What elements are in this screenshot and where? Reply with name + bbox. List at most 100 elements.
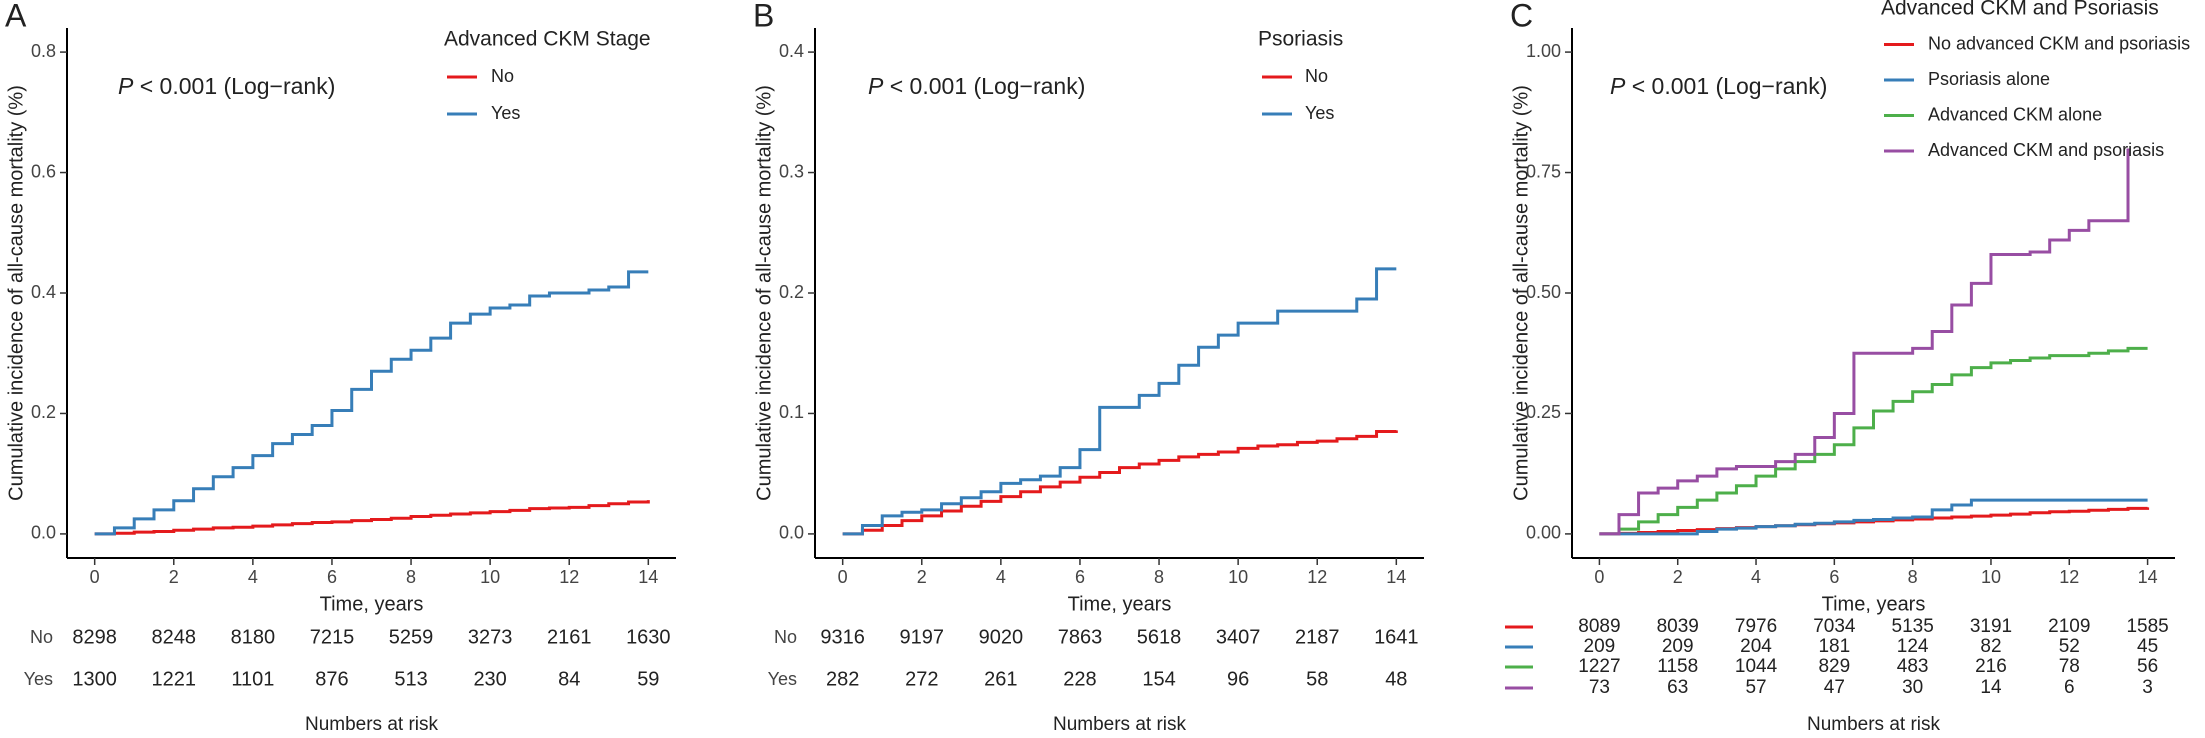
km-curve: [94, 270, 649, 536]
legend-label: Psoriasis alone: [1928, 69, 2050, 89]
y-tick-label: 0.2: [779, 282, 804, 302]
risk-number: 3407: [1216, 626, 1261, 648]
y-tick-label: 0.3: [779, 161, 804, 181]
x-tick-label: 4: [996, 567, 1006, 587]
x-tick-label: 8: [1154, 567, 1164, 587]
y-tick-label: 0.0: [779, 523, 804, 543]
risk-number: 3273: [468, 626, 513, 648]
x-tick-label: 8: [1908, 567, 1918, 587]
risk-number: 282: [826, 668, 859, 690]
risk-number: 6: [2064, 677, 2075, 698]
y-axis-label: Cumulative incidence of all-cause mortal…: [753, 85, 775, 501]
km-curve: [1599, 498, 2148, 536]
panel-label: A: [5, 0, 27, 33]
x-axis-label: Time, years: [320, 593, 424, 615]
y-tick-label: 0.00: [1526, 523, 1561, 543]
risk-number: 78: [2059, 656, 2080, 677]
x-axis-label: Time, years: [1068, 593, 1172, 615]
x-tick-label: 6: [1829, 567, 1839, 587]
x-tick-label: 8: [406, 567, 416, 587]
risk-number: 272: [905, 668, 938, 690]
y-tick-label: 0.25: [1526, 402, 1561, 422]
risk-row-label: No: [774, 627, 797, 647]
x-tick-label: 14: [1386, 567, 1406, 587]
risk-table-title: Numbers at risk: [1053, 714, 1187, 735]
risk-number: 59: [637, 668, 659, 690]
risk-number: 48: [1385, 668, 1407, 690]
x-tick-label: 0: [838, 567, 848, 587]
risk-row-label: Yes: [24, 669, 53, 689]
risk-number: 8089: [1578, 616, 1620, 637]
legend-label: No: [1305, 66, 1328, 86]
y-axis-label: Cumulative incidence of all-cause mortal…: [5, 85, 27, 501]
risk-number: 57: [1745, 677, 1766, 698]
legend-label: Advanced CKM alone: [1928, 104, 2102, 124]
risk-number: 1101: [231, 668, 274, 690]
risk-row-label: Yes: [768, 669, 797, 689]
risk-number: 209: [1584, 636, 1616, 657]
risk-number: 261: [984, 668, 1017, 690]
x-tick-label: 2: [1673, 567, 1683, 587]
x-tick-label: 2: [169, 567, 179, 587]
risk-number: 1630: [626, 626, 671, 648]
risk-number: 1641: [1374, 626, 1419, 648]
y-tick-label: 0.0: [31, 523, 56, 543]
y-axis-label: Cumulative incidence of all-cause mortal…: [1510, 85, 1532, 501]
legend-title: Advanced CKM Stage: [444, 28, 651, 51]
km-curve: [94, 500, 650, 536]
risk-number: 96: [1227, 668, 1249, 690]
x-tick-label: 2: [917, 567, 927, 587]
risk-number: 1227: [1578, 656, 1620, 677]
risk-number: 829: [1818, 656, 1850, 677]
legend-title: Advanced CKM and Psoriasis: [1881, 0, 2159, 20]
y-tick-label: 0.1: [779, 402, 804, 422]
risk-number: 876: [315, 668, 348, 690]
x-tick-label: 14: [638, 567, 658, 587]
risk-number: 58: [1306, 668, 1328, 690]
risk-table-title: Numbers at risk: [305, 714, 439, 735]
risk-row-label: No: [30, 627, 53, 647]
x-tick-label: 12: [559, 567, 579, 587]
y-tick-label: 0.4: [31, 282, 56, 302]
risk-number: 1221: [152, 668, 197, 690]
risk-number: 47: [1824, 677, 1845, 698]
risk-number: 181: [1818, 636, 1850, 657]
annotation-text: < 0.001 (Log−rank): [133, 73, 335, 99]
risk-number: 8248: [152, 626, 197, 648]
risk-number: 2161: [547, 626, 592, 648]
risk-number: 63: [1667, 677, 1688, 698]
risk-number: 14: [1980, 677, 2002, 698]
annotation: P < 0.001 (Log−rank): [1610, 73, 1827, 99]
risk-number: 7863: [1058, 626, 1103, 648]
x-tick-label: 0: [1594, 567, 1604, 587]
risk-number: 230: [473, 668, 506, 690]
y-tick-label: 0.4: [779, 41, 804, 61]
risk-number: 2187: [1295, 626, 1340, 648]
y-tick-label: 0.2: [31, 402, 56, 422]
risk-number: 483: [1897, 656, 1929, 677]
risk-number: 30: [1902, 677, 1923, 698]
risk-number: 8039: [1657, 616, 1699, 637]
risk-number: 3: [2142, 677, 2153, 698]
risk-number: 5259: [389, 626, 434, 648]
x-tick-label: 0: [90, 567, 100, 587]
risk-number: 8180: [231, 626, 276, 648]
annotation-p: P: [868, 73, 884, 99]
annotation: P < 0.001 (Log−rank): [868, 73, 1085, 99]
x-tick-label: 14: [2138, 567, 2158, 587]
risk-number: 5135: [1892, 616, 1934, 637]
risk-number: 228: [1063, 668, 1096, 690]
risk-number: 7976: [1735, 616, 1777, 637]
risk-number: 154: [1142, 668, 1175, 690]
legend-label: Advanced CKM and psoriasis: [1928, 140, 2164, 160]
km-curve: [1599, 346, 2148, 536]
risk-number: 7034: [1813, 616, 1856, 637]
risk-number: 209: [1662, 636, 1694, 657]
annotation-text: < 0.001 (Log−rank): [1625, 73, 1827, 99]
risk-number: 3191: [1970, 616, 2012, 637]
risk-number: 1300: [72, 668, 117, 690]
x-axis-label: Time, years: [1822, 593, 1926, 615]
km-curve: [842, 430, 1398, 536]
x-tick-label: 10: [480, 567, 500, 587]
